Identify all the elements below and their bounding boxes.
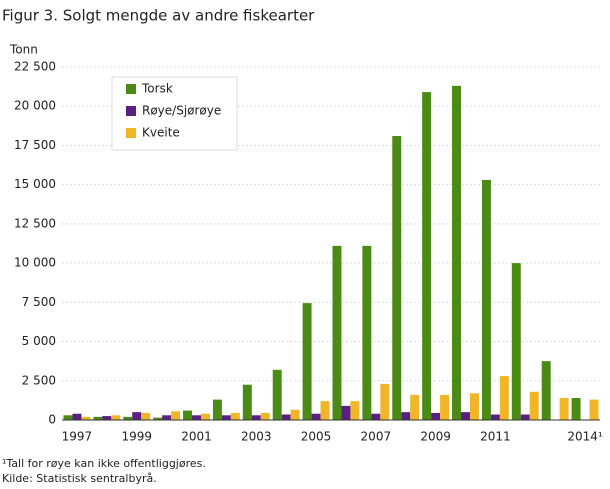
bar [132, 412, 142, 420]
bar [431, 412, 441, 420]
bar [341, 405, 351, 420]
bar [452, 85, 462, 421]
bar [541, 361, 551, 420]
legend-swatch [126, 128, 136, 138]
y-tick-label: 0 [48, 413, 56, 427]
bar [281, 414, 291, 420]
y-tick-label: 15 000 [14, 177, 56, 191]
x-tick-label: 2007 [361, 430, 392, 444]
bar [141, 412, 151, 420]
bar [251, 415, 261, 420]
bar [440, 394, 450, 420]
x-tick-label: 2003 [241, 430, 272, 444]
x-tick-label: 2001 [181, 430, 212, 444]
y-tick-label: 2 500 [22, 373, 56, 387]
bar [311, 413, 321, 420]
legend-swatch [126, 84, 136, 94]
bar [362, 245, 372, 420]
legend-swatch [126, 106, 136, 116]
bar [511, 263, 521, 420]
bar [162, 415, 172, 420]
x-tick-label: 2005 [301, 430, 332, 444]
y-tick-label: 12 500 [14, 216, 56, 230]
bar [589, 399, 599, 420]
legend-label: Torsk [141, 82, 173, 96]
bar [123, 416, 133, 420]
chart-title: Figur 3. Solgt mengde av andre fiskearte… [2, 7, 315, 25]
bar [93, 416, 103, 420]
x-tick-label: 2014¹ [567, 430, 603, 444]
bar [520, 414, 530, 420]
bar [571, 398, 581, 420]
bar [461, 412, 470, 420]
x-tick-label: 1999 [121, 430, 152, 444]
y-axis-label: Tonn [9, 43, 38, 57]
bar [102, 416, 112, 420]
bar [230, 412, 240, 420]
bar [529, 391, 539, 420]
legend-label: Kveite [142, 126, 180, 140]
bar [481, 179, 491, 420]
bar [72, 413, 82, 420]
y-tick-label: 22 500 [14, 60, 56, 74]
bar [183, 410, 193, 420]
y-tick-label: 5 000 [22, 334, 56, 348]
x-tick-label: 2009 [420, 430, 451, 444]
bar [380, 383, 390, 420]
bar [350, 401, 360, 420]
bar [153, 417, 163, 420]
bar [499, 376, 509, 420]
bar [559, 398, 569, 420]
bar [212, 399, 222, 420]
bar [392, 136, 402, 420]
y-tick-label: 17 500 [14, 138, 56, 152]
source: Kilde: Statistisk sentralbyrå. [2, 472, 157, 485]
bar [200, 413, 210, 420]
bar [469, 393, 479, 420]
legend-label: Røye/Sjørøye [142, 104, 221, 118]
bar [111, 415, 121, 420]
bar [290, 409, 300, 420]
bar [332, 245, 342, 420]
bar [302, 303, 312, 420]
bar [490, 414, 500, 420]
bar [63, 415, 73, 420]
bar [260, 412, 270, 420]
bar [192, 415, 201, 420]
bar [272, 369, 282, 420]
bar [221, 415, 231, 420]
bar [401, 412, 411, 420]
x-tick-label: 1997 [62, 430, 93, 444]
y-tick-label: 10 000 [14, 256, 56, 270]
y-tick-label: 7 500 [22, 295, 56, 309]
bar [242, 384, 252, 420]
bar [422, 92, 432, 420]
footnote: ¹Tall for røye kan ikke offentliggjøres. [2, 457, 206, 470]
bar [320, 401, 330, 420]
bar [371, 413, 381, 420]
x-tick-label: 2011 [480, 430, 511, 444]
bar [171, 411, 181, 420]
bar [81, 416, 91, 420]
y-tick-label: 20 000 [14, 99, 56, 113]
bar [410, 394, 420, 420]
